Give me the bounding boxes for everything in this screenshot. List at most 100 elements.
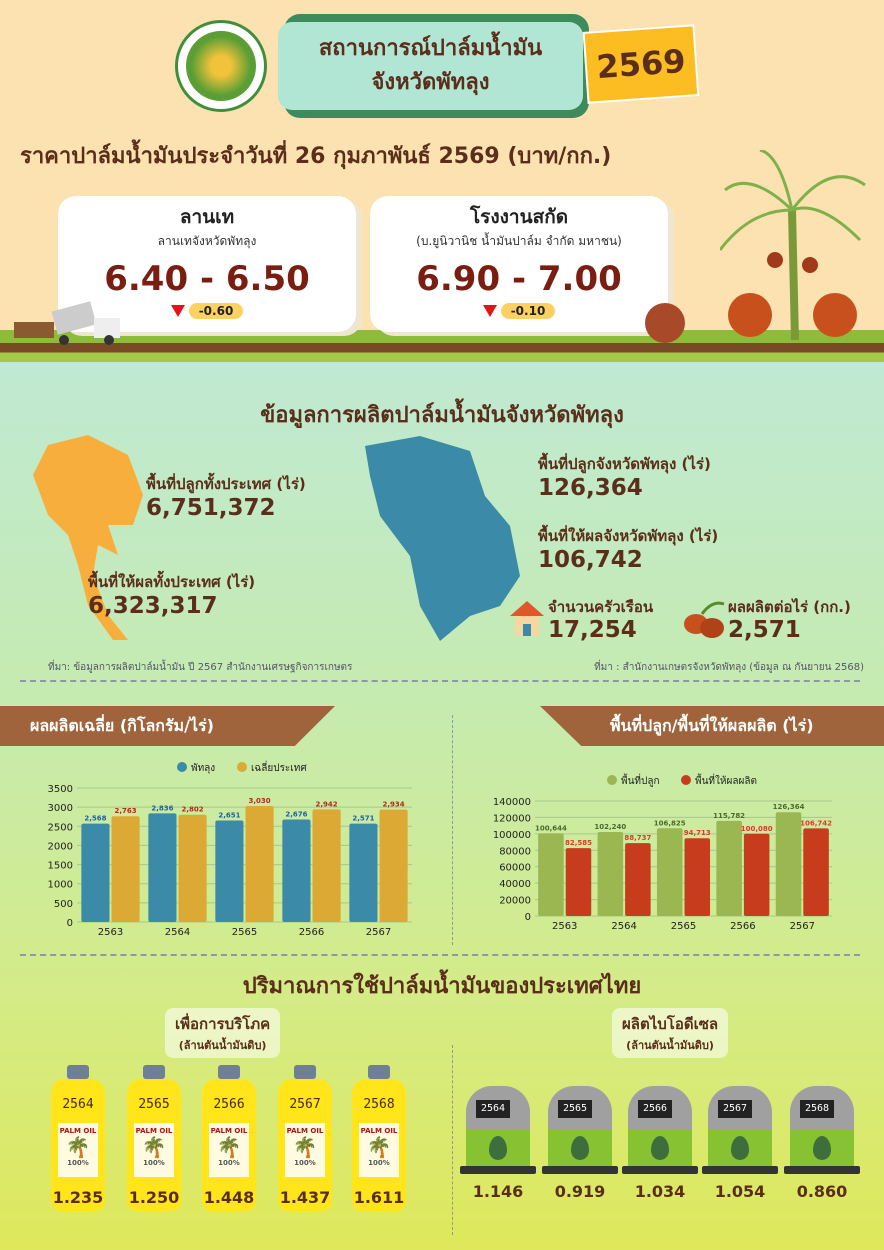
phatthalung-map: [365, 436, 520, 641]
bottle-year: 2567: [289, 1097, 321, 1112]
grass-strip: [0, 330, 884, 362]
y-tick-label: 0: [525, 912, 531, 923]
bar-series1: [775, 812, 802, 916]
prov-harvest-value: 106,742: [538, 547, 643, 573]
palm-oil-label: PALM OIL 🌴 100%: [58, 1123, 98, 1177]
thailand-map: [33, 435, 143, 640]
data-label: 3,030: [248, 797, 270, 805]
bottle-year: 2565: [138, 1097, 170, 1112]
bottle-cap: [368, 1065, 390, 1079]
bottle-cap: [218, 1065, 240, 1079]
data-label: 100,080: [741, 825, 773, 833]
card-subtitle: (บ.ยูนิวานิช น้ำมันปาล์ม จำกัด มหาชน): [416, 234, 622, 248]
biodiesel-heading: ผลิตไบโอดีเซล (ล้านตันน้ำมันดิบ): [612, 1008, 729, 1058]
palm-oil-label: PALM OIL 🌴 100%: [359, 1123, 399, 1177]
pump-value: 0.860: [796, 1182, 848, 1201]
palm-tree-icon: 🌴: [141, 1135, 167, 1159]
legend-swatch: [607, 775, 617, 785]
y-tick-label: 100000: [493, 830, 531, 841]
palm-tree-icon: 🌴: [292, 1135, 318, 1159]
data-label: 2,676: [285, 811, 307, 819]
oil-bottle: 2564 PALM OIL 🌴 100% 1.235: [51, 1065, 105, 1211]
legend-label: พัทลุง: [191, 763, 215, 774]
y-tick-label: 80000: [499, 846, 531, 857]
y-tick-label: 20000: [499, 896, 531, 907]
label-text: PALM OIL: [360, 1127, 398, 1135]
data-label: 126,364: [773, 803, 805, 811]
data-label: 2,571: [352, 815, 374, 823]
national-harvest-value: 6,323,317: [88, 593, 218, 619]
consumption-unit: (ล้านตันน้ำมันดิบ): [178, 1039, 267, 1052]
bar-series1: [282, 819, 311, 922]
data-label: 88,737: [624, 834, 651, 842]
y-tick-label: 1500: [48, 861, 73, 872]
y-tick-label: 3500: [48, 784, 73, 795]
bottle-year: 2568: [363, 1097, 395, 1112]
palm-tree-illustration: [720, 150, 866, 340]
bar-series2: [565, 848, 592, 916]
data-label: 2,802: [181, 806, 203, 814]
source-right: ที่มา : สำนักงานเกษตรจังหวัดพัทลุง (ข้อม…: [594, 662, 864, 673]
biodiesel-title: ผลิตไบโอดีเซล: [622, 1015, 719, 1033]
data-label: 2,568: [84, 815, 106, 823]
bar-series2: [803, 828, 829, 916]
x-tick-label: 2564: [611, 921, 636, 932]
year-badge: 2569: [582, 24, 700, 104]
bar-series2: [684, 838, 711, 916]
legend-swatch: [237, 762, 247, 772]
bottle-value: 1.250: [128, 1188, 180, 1207]
area-chart-title: พื้นที่ปลูก/พื้นที่ให้ผลผลิต (ไร่): [540, 706, 884, 746]
y-tick-label: 2000: [48, 841, 73, 852]
pump-year: 2568: [800, 1100, 834, 1118]
data-label: 100,644: [535, 824, 567, 832]
bottle-cap: [294, 1065, 316, 1079]
leaf-drop-icon: [813, 1136, 831, 1160]
bar-series1: [148, 813, 177, 922]
label-pct: 100%: [294, 1159, 316, 1167]
legend-label: เฉลี่ยประเทศ: [251, 760, 307, 774]
label-text: PALM OIL: [135, 1127, 173, 1135]
fuel-pump: 2564: [460, 1086, 536, 1176]
legend-label: พื้นที่ปลูก: [621, 773, 660, 787]
x-tick-label: 2566: [299, 927, 324, 938]
leaf-drop-icon: [731, 1136, 749, 1160]
label-pct: 100%: [218, 1159, 240, 1167]
y-tick-label: 3000: [48, 803, 73, 814]
legend-label: พื้นที่ให้ผลผลิต: [695, 773, 757, 787]
divider: [20, 680, 860, 682]
national-harvest-label: พื้นที่ให้ผลทั้งประเทศ (ไร่): [88, 573, 256, 591]
house-icon: [510, 601, 544, 636]
pump-value: 1.034: [634, 1182, 686, 1201]
palm-tree-icon: 🌴: [366, 1135, 392, 1159]
palm-tree-icon: 🌴: [65, 1135, 91, 1159]
x-tick-label: 2564: [165, 927, 190, 938]
data-label: 102,240: [594, 823, 626, 831]
y-tick-label: 0: [67, 918, 73, 929]
title-line1: สถานการณ์ปาล์มน้ำมัน: [318, 36, 543, 61]
bar-series2: [379, 809, 408, 922]
data-label: 106,825: [654, 819, 686, 827]
y-tick-label: 2500: [48, 822, 73, 833]
yield-value: 2,571: [728, 617, 801, 643]
area-chart: 0 20000 40000 60000 80000 100000 120000 140000 1…: [493, 773, 832, 932]
card-subtitle: ลานเทจังหวัดพัทลุง: [157, 234, 257, 248]
x-tick-label: 2567: [790, 921, 815, 932]
y-tick-label: 40000: [499, 879, 531, 890]
x-tick-label: 2565: [671, 921, 696, 932]
label-pct: 100%: [143, 1159, 165, 1167]
pump-value: 1.146: [472, 1182, 524, 1201]
y-tick-label: 120000: [493, 813, 531, 824]
households-value: 17,254: [548, 617, 637, 643]
label-text: PALM OIL: [59, 1127, 97, 1135]
palm-oil-label: PALM OIL 🌴 100%: [285, 1123, 325, 1177]
x-tick-label: 2565: [232, 927, 257, 938]
y-tick-label: 1000: [48, 880, 73, 891]
usage-heading: ปริมาณการใช้ปาล์มน้ำมันของประเทศไทย: [242, 974, 642, 999]
leaf-drop-icon: [571, 1136, 589, 1160]
pump-year: 2565: [558, 1100, 592, 1118]
oil-bottle: 2566 PALM OIL 🌴 100% 1.448: [202, 1065, 256, 1211]
yield-chart: 0 500 1000 1500 2000 2500 3000 3500 2,568 2,763 25…: [48, 760, 412, 938]
bar-series1: [538, 833, 564, 916]
palm-fruit-bunch-icon: [645, 303, 685, 343]
biodiesel-unit: (ล้านตันน้ำมันดิบ): [626, 1039, 714, 1052]
